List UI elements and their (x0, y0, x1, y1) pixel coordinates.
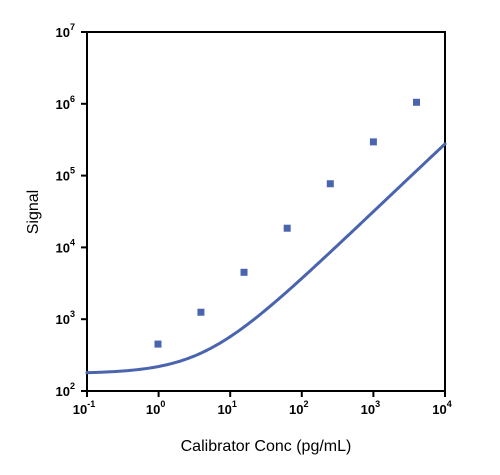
data-point (326, 180, 334, 188)
x-tick-label: 102 (289, 399, 308, 417)
y-tick-label: 102 (56, 381, 75, 399)
data-point (283, 224, 291, 232)
data-point (369, 138, 377, 146)
data-points (154, 98, 421, 348)
x-tick-label: 104 (432, 399, 451, 417)
y-tick-label: 107 (56, 22, 75, 40)
data-point (240, 268, 248, 276)
data-point (197, 308, 205, 316)
y-tick-label: 106 (56, 94, 75, 112)
x-axis: 10-1 100 101 102 103 104 (73, 391, 452, 417)
x-tick-label: 100 (146, 399, 165, 417)
y-tick-label: 105 (56, 166, 75, 184)
y-axis-title: Signal (25, 190, 42, 234)
y-axis: 102 103 104 105 106 107 (56, 22, 87, 399)
fit-curve (85, 142, 447, 375)
x-tick-label: 10-1 (73, 399, 95, 417)
y-tick-label: 103 (56, 309, 75, 327)
y-tick-label: 104 (56, 237, 75, 255)
x-axis-title: Calibrator Conc (pg/mL) (181, 438, 352, 455)
x-tick-label: 103 (361, 399, 380, 417)
data-point (413, 98, 421, 106)
x-tick-label: 101 (217, 399, 236, 417)
plot-frame (86, 31, 446, 392)
data-point (154, 340, 162, 348)
